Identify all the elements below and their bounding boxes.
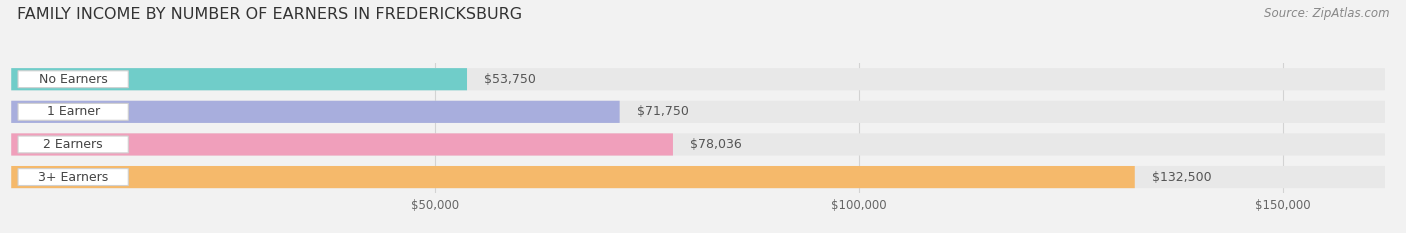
Text: $71,750: $71,750: [637, 105, 689, 118]
Text: 1 Earner: 1 Earner: [46, 105, 100, 118]
FancyBboxPatch shape: [18, 103, 128, 120]
FancyBboxPatch shape: [11, 166, 1135, 188]
FancyBboxPatch shape: [11, 166, 1385, 188]
FancyBboxPatch shape: [11, 101, 620, 123]
FancyBboxPatch shape: [18, 136, 128, 153]
FancyBboxPatch shape: [18, 169, 128, 185]
Text: Source: ZipAtlas.com: Source: ZipAtlas.com: [1264, 7, 1389, 20]
Text: $78,036: $78,036: [690, 138, 741, 151]
Text: FAMILY INCOME BY NUMBER OF EARNERS IN FREDERICKSBURG: FAMILY INCOME BY NUMBER OF EARNERS IN FR…: [17, 7, 522, 22]
FancyBboxPatch shape: [11, 133, 1385, 156]
Text: 3+ Earners: 3+ Earners: [38, 171, 108, 184]
Text: 2 Earners: 2 Earners: [44, 138, 103, 151]
FancyBboxPatch shape: [11, 101, 1385, 123]
Text: $53,750: $53,750: [484, 73, 536, 86]
Text: $132,500: $132,500: [1152, 171, 1212, 184]
FancyBboxPatch shape: [11, 133, 673, 156]
FancyBboxPatch shape: [11, 68, 1385, 90]
FancyBboxPatch shape: [18, 71, 128, 88]
Text: No Earners: No Earners: [39, 73, 107, 86]
FancyBboxPatch shape: [11, 68, 467, 90]
